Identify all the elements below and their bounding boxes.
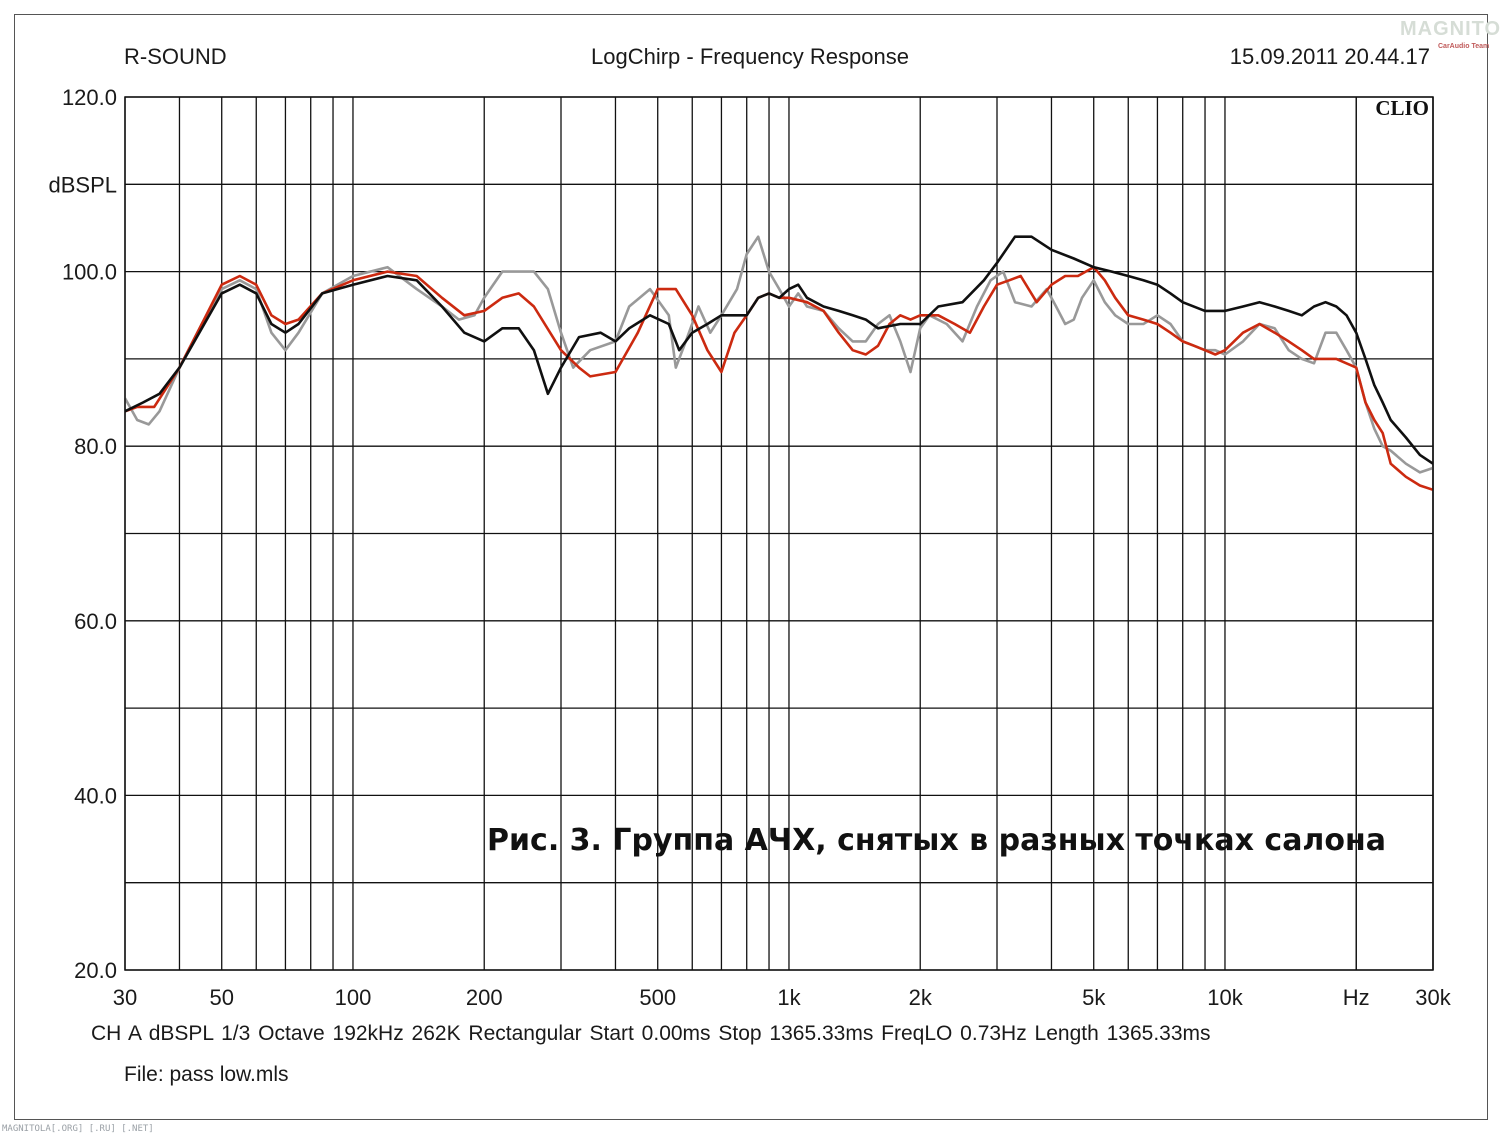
x-tick-label: 30k [1415,985,1451,1010]
y-tick-label: 40.0 [74,783,117,808]
file-name: File: pass low.mls [124,1063,289,1086]
chart-ticks: 30 50 100 200 500 1k 2k 5k 10k Hz 30k 120.0 dBSPL 100… [49,85,1452,1010]
x-tick-label: 100 [335,985,372,1010]
y-tick-label: 80.0 [74,434,117,459]
x-tick-label: 30 [113,985,137,1010]
measurement-params: CH A dBSPL 1/3 Octave 192kHz 262K Rectan… [91,1022,1211,1045]
brand-subtitle: CarAudio Team [1438,43,1490,50]
x-tick-label: Hz [1343,985,1370,1010]
y-tick-label: dBSPL [49,172,118,197]
graph-frame [14,14,1488,1120]
x-tick-label: 50 [209,985,233,1010]
clio-badge: CLIO [1375,96,1429,120]
x-tick-label: 10k [1207,985,1243,1010]
plot-border [124,96,1434,971]
series-line-2 [124,265,1434,492]
chart-title: LogChirp - Frequency Response [591,44,909,69]
y-tick-label: 120.0 [62,85,117,110]
x-tick-label: 5k [1082,985,1106,1010]
header-timestamp: 15.09.2011 20.44.17 [1229,44,1430,69]
y-tick-label: 20.0 [74,958,117,983]
x-tick-label: 200 [466,985,503,1010]
x-tick-label: 2k [909,985,933,1010]
chart-annotation: Рис. 3. Группа АЧХ, снятых в разных точк… [487,823,1386,858]
y-tick-label: 100.0 [62,260,117,285]
x-tick-label: 1k [777,985,801,1010]
site-watermark: MAGNITOLA[.ORG] [.RU] [.NET] [2,1124,154,1134]
x-tick-label: 500 [639,985,676,1010]
series-line-1 [123,235,1434,474]
brand-logo: MAGNITOLA [1400,18,1500,40]
chart-series [123,235,1434,492]
header-left: R-SOUND [124,44,227,69]
y-tick-label: 60.0 [74,609,117,634]
series-line-3 [124,235,1434,465]
